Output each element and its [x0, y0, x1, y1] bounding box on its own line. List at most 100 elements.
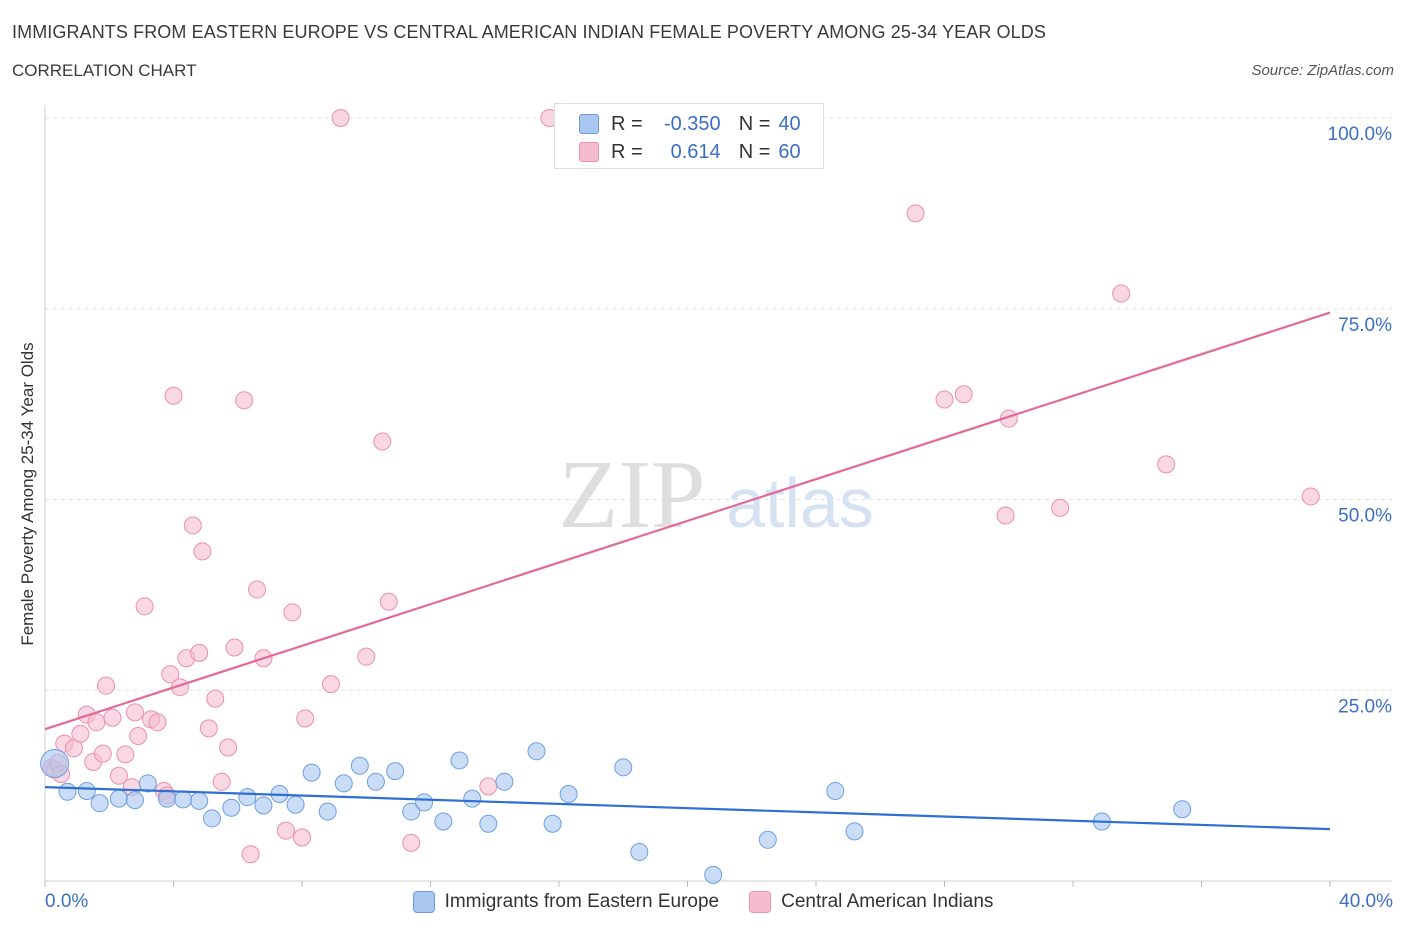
series-central-american-indians — [42, 109, 1320, 864]
eastern-europe-point — [463, 789, 482, 808]
central-american-indians-point — [906, 204, 925, 223]
central-american-indians-point — [996, 506, 1015, 525]
legend-r-label: R = — [611, 140, 643, 163]
eastern-europe-point — [286, 795, 305, 814]
central-american-indians-point — [1301, 487, 1320, 506]
x-tick-label-min: 0.0% — [45, 891, 89, 912]
central-american-indians-point — [93, 744, 112, 763]
y-tick-label: 50.0% — [1338, 506, 1392, 527]
chart-subtitle: CORRELATION CHART — [12, 61, 197, 80]
legend-r-value-blue: -0.350 — [663, 112, 721, 135]
eastern-europe-point — [434, 812, 453, 831]
central-american-indians-point — [225, 638, 244, 657]
x-tick-label-max: 40.0% — [1339, 891, 1393, 912]
eastern-europe-point — [350, 756, 369, 775]
central-american-indians-point — [206, 689, 225, 708]
eastern-europe-point — [222, 798, 241, 817]
eastern-europe-point — [125, 791, 144, 810]
eastern-europe-point — [1173, 800, 1192, 819]
central-american-indians-point — [219, 738, 238, 757]
eastern-europe-point — [334, 774, 353, 793]
chart-title: IMMIGRANTS FROM EASTERN EUROPE VS CENTRA… — [12, 22, 1046, 42]
eastern-europe-point — [527, 742, 546, 761]
central-american-indians-point — [135, 597, 154, 616]
central-american-indians-point — [125, 703, 144, 722]
eastern-europe-point — [543, 814, 562, 833]
central-american-indians-point — [148, 713, 167, 732]
central-american-indians-point — [109, 766, 128, 785]
central-american-indians-point — [161, 665, 180, 684]
central-american-indians-point — [71, 724, 90, 743]
central-american-indians-point — [479, 777, 498, 796]
central-american-indians-point — [103, 708, 122, 727]
eastern-europe-point — [138, 774, 157, 793]
central-american-indians-point — [164, 386, 183, 405]
central-american-indians-point — [296, 709, 315, 728]
central-american-indians-point — [1157, 455, 1176, 474]
legend-swatch-eastern-europe — [412, 891, 435, 913]
central-american-indians-point — [129, 727, 148, 746]
central-american-indians-point — [379, 592, 398, 611]
eastern-europe-point — [758, 830, 777, 849]
central-american-indians-point — [193, 542, 212, 561]
series-immigrants-eastern-europe — [40, 742, 1192, 884]
legend-item-eastern-europe: Immigrants from Eastern Europe — [412, 889, 720, 915]
eastern-europe-point — [826, 781, 845, 800]
y-tick-label: 25.0% — [1338, 696, 1392, 717]
eastern-europe-point — [495, 772, 514, 791]
legend-row-pink: R = 0.614 N = 60 — [579, 139, 801, 165]
central-american-indians-point — [87, 713, 106, 732]
eastern-europe-point — [254, 796, 273, 815]
chart-source: Source: ZipAtlas.com — [1251, 62, 1394, 79]
legend-n-label: N = — [738, 112, 771, 135]
central-american-indians-point — [935, 390, 954, 409]
watermark-zip: ZIP — [559, 441, 706, 549]
legend-n-value-pink: 60 — [778, 140, 801, 163]
central-american-indians-point — [199, 719, 218, 738]
eastern-europe-point — [40, 748, 70, 778]
legend-row-blue: R = -0.350 N = 40 — [579, 111, 801, 137]
y-tick-label: 75.0% — [1338, 315, 1392, 336]
central-american-indians-point — [235, 391, 254, 410]
eastern-europe-point — [90, 794, 109, 813]
central-american-indians-point — [331, 109, 350, 127]
central-american-indians-point — [190, 643, 209, 662]
eastern-europe-point — [58, 782, 77, 801]
central-american-indians-point — [116, 745, 135, 764]
legend-swatch-pink — [579, 142, 599, 162]
eastern-europe-point — [386, 762, 405, 781]
central-american-indians-point — [954, 385, 973, 404]
central-american-indians-point — [373, 432, 392, 451]
eastern-europe-point — [845, 822, 864, 841]
eastern-europe-point — [614, 758, 633, 777]
eastern-europe-point — [630, 843, 649, 862]
y-axis-title: Female Poverty Among 25-34 Year Olds — [18, 342, 37, 646]
central-american-indians-point — [357, 647, 376, 666]
central-american-indians-point — [248, 580, 267, 599]
legend-label-eastern-europe: Immigrants from Eastern Europe — [444, 891, 720, 912]
eastern-europe-point — [77, 781, 96, 800]
watermark: ZIP atlas — [559, 441, 874, 549]
eastern-europe-point — [318, 802, 337, 821]
eastern-europe-point — [559, 785, 578, 804]
axes — [44, 105, 1392, 887]
eastern-europe-point — [190, 791, 209, 810]
eastern-europe-point — [302, 763, 321, 782]
eastern-europe-point — [450, 751, 469, 770]
central-american-indians-point — [293, 828, 311, 847]
eastern-europe-point — [479, 814, 498, 833]
trend-line-central-american-indians — [44, 311, 1331, 731]
eastern-europe-point — [109, 789, 128, 808]
eastern-europe-point — [238, 788, 257, 807]
legend-n-value-blue: 40 — [778, 112, 801, 135]
trend-line-eastern-europe — [44, 786, 1331, 831]
eastern-europe-point — [415, 793, 434, 812]
central-american-indians-point — [212, 772, 231, 791]
series-legend: Immigrants from Eastern Europe Central A… — [0, 889, 1406, 915]
y-tick-label: 100.0% — [1328, 124, 1393, 145]
central-american-indians-point — [402, 833, 421, 852]
legend-label-central-american-indians: Central American Indians — [781, 891, 994, 912]
eastern-europe-point — [158, 789, 177, 808]
legend-swatch-central-american-indians — [749, 891, 772, 913]
